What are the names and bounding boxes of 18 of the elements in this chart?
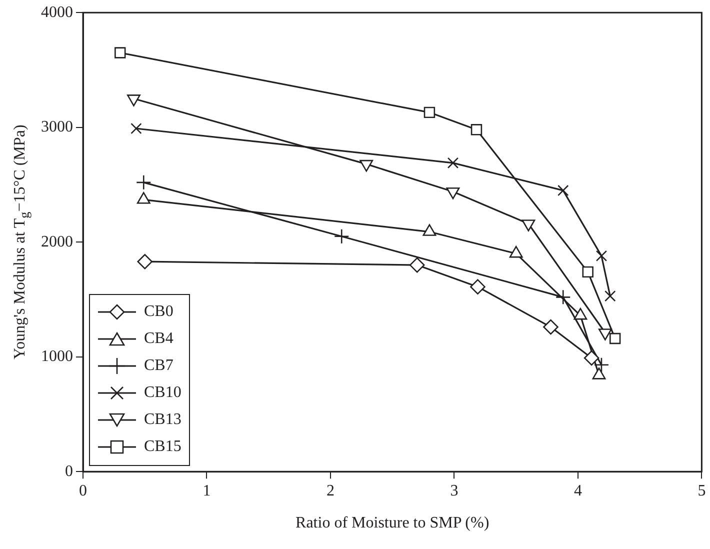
legend-label: CB4 <box>144 330 174 348</box>
legend-label: CB10 <box>144 384 182 402</box>
y-tick-label: 3000 <box>41 118 73 136</box>
x-axis-title: Ratio of Moisture to SMP (%) <box>296 514 490 532</box>
y-tick-label: 0 <box>65 462 73 480</box>
x-tick-label: 0 <box>79 482 87 500</box>
legend-label: CB13 <box>144 411 182 430</box>
y-tick-label: 4000 <box>41 4 73 21</box>
legend-label: CB15 <box>144 438 182 456</box>
y-tick-label: 2000 <box>41 233 73 250</box>
x-tick-label: 5 <box>698 482 706 500</box>
x-tick-label: 2 <box>326 482 334 500</box>
x-tick-label: 3 <box>450 482 458 500</box>
legend-label: CB7 <box>144 357 174 376</box>
legend-label: CB0 <box>144 303 174 322</box>
y-tick-label: 1000 <box>41 348 73 366</box>
x-tick-label: 4 <box>574 482 582 500</box>
x-tick-label: 1 <box>202 482 211 500</box>
